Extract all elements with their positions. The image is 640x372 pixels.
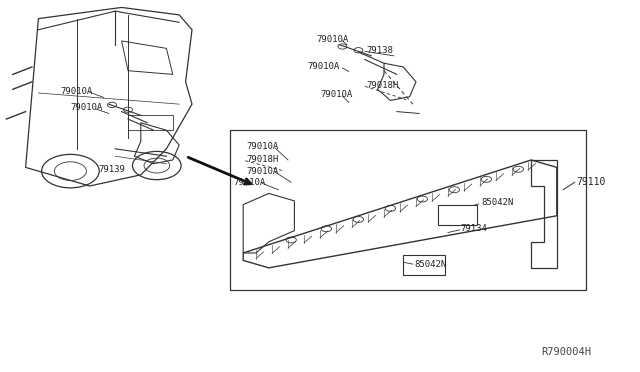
Text: 79138: 79138	[366, 46, 393, 55]
Text: 79134: 79134	[461, 224, 488, 233]
Text: 79010A: 79010A	[320, 90, 352, 99]
Text: 79010A: 79010A	[234, 178, 266, 187]
Text: 79010A: 79010A	[70, 103, 102, 112]
Text: 79010A: 79010A	[61, 87, 93, 96]
Bar	[403, 255, 445, 275]
Bar	[128, 115, 173, 130]
Text: 85042N: 85042N	[481, 198, 513, 207]
Bar	[230, 130, 586, 290]
Text: 79018H: 79018H	[366, 81, 398, 90]
Text: 79018H: 79018H	[246, 155, 278, 164]
Text: 79010A: 79010A	[246, 167, 278, 176]
Bar	[438, 205, 477, 225]
Text: 79010A: 79010A	[317, 35, 349, 44]
Text: 85042N: 85042N	[415, 260, 447, 269]
Text: 79139: 79139	[99, 165, 125, 174]
Text: 79110: 79110	[576, 177, 605, 187]
Text: R790004H: R790004H	[541, 347, 591, 356]
Text: 79010A: 79010A	[246, 142, 278, 151]
Text: 79010A: 79010A	[307, 62, 339, 71]
